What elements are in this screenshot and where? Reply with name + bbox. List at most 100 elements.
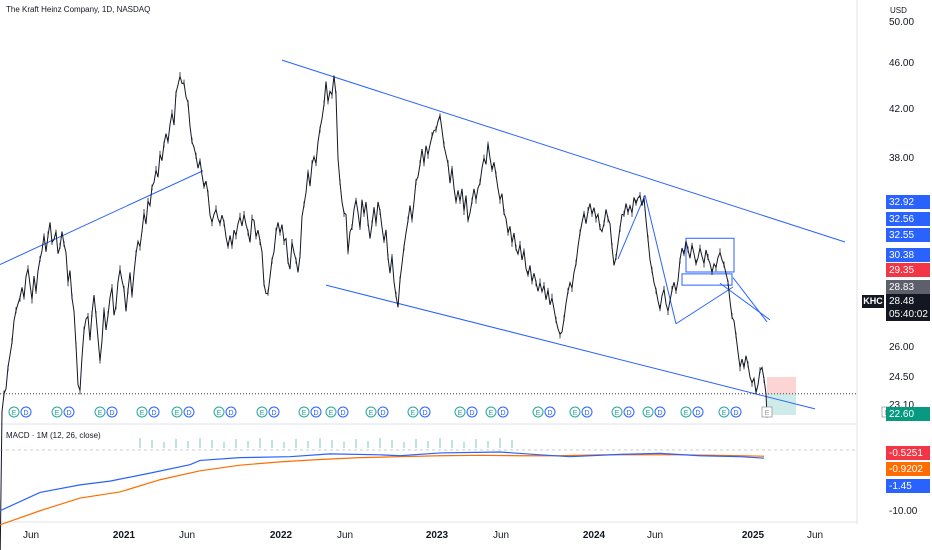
dividend-circle xyxy=(692,406,704,418)
dividend-label: D xyxy=(109,410,114,417)
earnings-circle xyxy=(256,406,268,418)
trendline-3 xyxy=(617,194,646,260)
earnings-circle xyxy=(611,406,623,418)
trendlines xyxy=(0,59,857,410)
trendline-0 xyxy=(0,170,204,265)
price-label-box xyxy=(886,294,930,308)
dividend-circle xyxy=(183,406,195,418)
x-tick-label: 2021 xyxy=(113,530,136,541)
currency-label: USD xyxy=(890,6,907,15)
dividend-circle xyxy=(623,406,635,418)
ticker-badge: KHC xyxy=(862,295,884,308)
dividend-label: D xyxy=(340,410,345,417)
x-tick-label: 2023 xyxy=(426,530,449,541)
dividend-circle xyxy=(106,406,118,418)
price-label-box xyxy=(886,263,930,277)
dividend-label: D xyxy=(66,410,71,417)
pattern-box-0 xyxy=(685,237,735,273)
price-label-text: 32.92 xyxy=(889,197,914,208)
dividend-circle xyxy=(581,406,593,418)
x-tick-label: Jun xyxy=(807,530,823,541)
dividend-circle xyxy=(225,406,237,418)
y-tick-label: 38.00 xyxy=(889,153,914,164)
trendline-6 xyxy=(732,277,768,323)
earnings-circle xyxy=(325,406,337,418)
future-earnings-box xyxy=(761,406,773,418)
dividend-circle xyxy=(377,406,389,418)
dividend-label: D xyxy=(23,410,28,417)
earnings-circle xyxy=(298,406,310,418)
earnings-label: E xyxy=(458,410,463,417)
dividend-circle xyxy=(654,406,666,418)
earnings-circle xyxy=(8,406,20,418)
dividend-label: D xyxy=(584,410,589,417)
earnings-circle xyxy=(213,406,225,418)
dividend-label: D xyxy=(695,410,700,417)
dividend-circle xyxy=(63,406,75,418)
dividend-circle xyxy=(544,406,556,418)
earnings-circle xyxy=(94,406,106,418)
price-label-text: 30.38 xyxy=(889,250,914,261)
earnings-circle xyxy=(454,406,466,418)
dividend-circle xyxy=(337,406,349,418)
x-tick-label: 2024 xyxy=(583,530,606,541)
price-label-text: 32.56 xyxy=(889,214,914,225)
price-label-text: 28.48 xyxy=(889,296,914,307)
earnings-label: E xyxy=(217,410,222,417)
dividend-label: D xyxy=(500,410,505,417)
pattern-box-1 xyxy=(681,273,733,286)
price-label-text: 22.60 xyxy=(889,409,914,420)
dividend-circle xyxy=(20,406,32,418)
earnings-markers: EDEDEDEDEDEDEDEDEDEDEDEDEDEDEDEDEDEDEDEE xyxy=(8,406,893,418)
stop-zone xyxy=(767,376,796,394)
dividend-label: D xyxy=(271,410,276,417)
macd-line xyxy=(0,451,765,512)
dividend-label: D xyxy=(626,410,631,417)
earnings-label: E xyxy=(536,410,541,417)
earnings-label: E xyxy=(615,410,620,417)
price-line xyxy=(0,75,768,550)
dividend-label: D xyxy=(733,410,738,417)
x-tick-label: Jun xyxy=(337,530,353,541)
earnings-circle xyxy=(532,406,544,418)
macd-y-tick-label: -10.00 xyxy=(889,506,918,517)
earnings-circle xyxy=(171,406,183,418)
dividend-circle xyxy=(268,406,280,418)
earnings-label: E xyxy=(98,410,103,417)
dividend-label: D xyxy=(469,410,474,417)
earnings-circle xyxy=(680,406,692,418)
earnings-label: E xyxy=(411,410,416,417)
dividend-label: D xyxy=(151,410,156,417)
chart-title: The Kraft Heinz Company, 1D, NASDAQ xyxy=(6,5,151,14)
price-label-text: 29.35 xyxy=(889,265,914,276)
axes-frame xyxy=(0,0,858,524)
macd-indicator-label[interactable]: MACD · 1M (12, 26, close) xyxy=(6,431,101,440)
earnings-label: E xyxy=(175,410,180,417)
price-label-text: 28.83 xyxy=(889,282,914,293)
y-tick-label: 23.10 xyxy=(889,400,914,411)
earnings-label: E xyxy=(329,410,334,417)
earnings-label: E xyxy=(573,410,578,417)
macd-signal-line xyxy=(0,454,765,526)
macd-label-box xyxy=(886,446,930,460)
dividend-circle xyxy=(497,406,509,418)
price-label-text: 05:40:02 xyxy=(889,309,928,320)
macd-label-text: -0.5251 xyxy=(889,448,923,459)
y-tick-label: 42.00 xyxy=(889,104,914,115)
y-tick-label: 26.00 xyxy=(889,342,914,353)
dividend-circle xyxy=(730,406,742,418)
earnings-label: E xyxy=(55,410,60,417)
earnings-label: E xyxy=(489,410,494,417)
y-tick-label: 24.50 xyxy=(889,372,914,383)
position-tool[interactable] xyxy=(767,376,796,415)
